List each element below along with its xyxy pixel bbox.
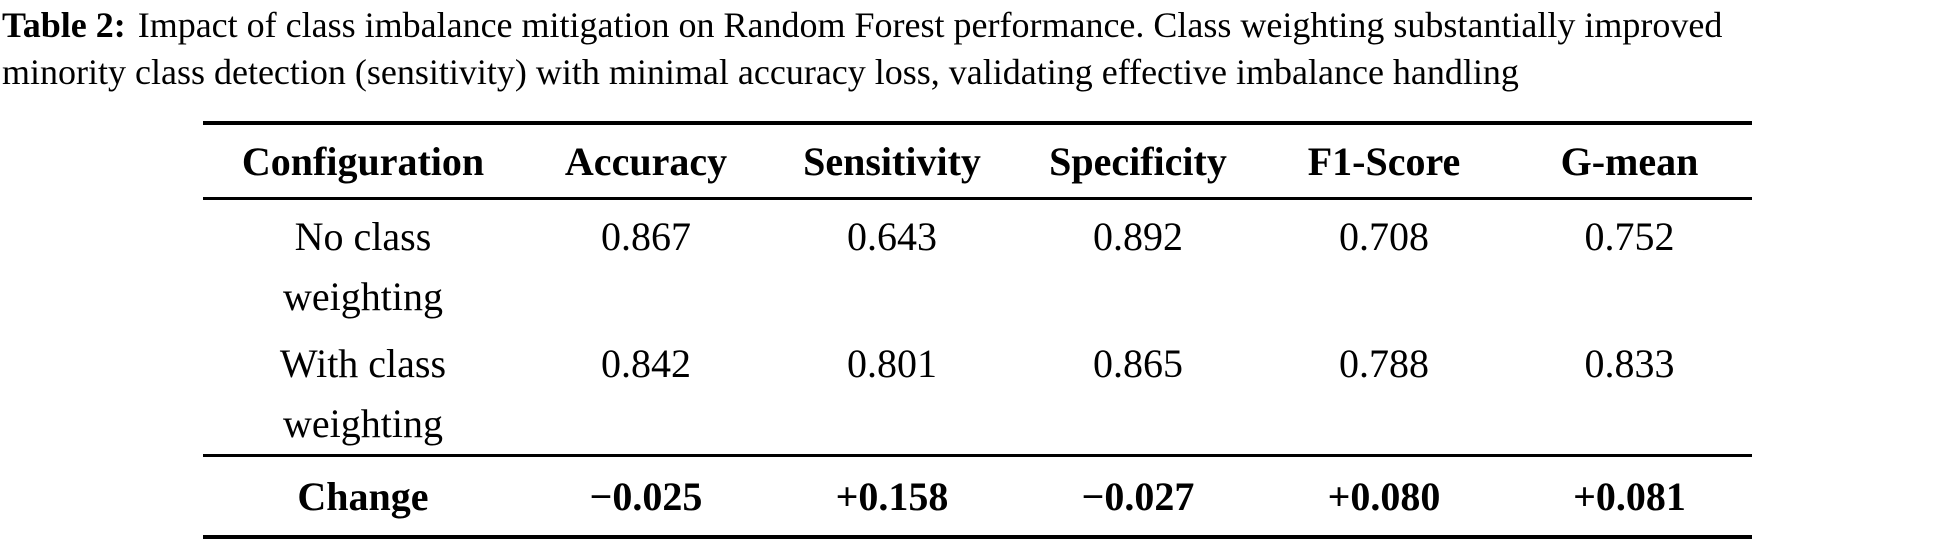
config-cell: With class weighting <box>203 327 523 456</box>
caption-text-line-1: Impact of class imbalance mitigation on … <box>137 5 1723 45</box>
change-cell-accuracy: −0.025 <box>523 454 769 537</box>
config-cell: No class weighting <box>203 199 523 328</box>
value-cell-f1-score: 0.788 <box>1339 341 1429 386</box>
caption-line-2: minority class detection (sensitivity) w… <box>2 49 1722 96</box>
caption-table-label: Table 2: <box>2 5 126 45</box>
value-cell-accuracy: 0.867 <box>601 214 691 259</box>
change-label: Change <box>203 454 523 537</box>
column-header-specificity: Specificity <box>1015 123 1261 200</box>
table-row-with-class-weighting: With class weighting 0.842 0.801 0.865 0… <box>203 327 1752 456</box>
column-header-f1-score: F1-Score <box>1261 123 1507 200</box>
value-cell-g-mean: 0.752 <box>1584 214 1675 259</box>
caption-text-line-2: minority class detection (sensitivity) w… <box>2 52 1519 92</box>
results-table: Configuration Accuracy Sensitivity Speci… <box>203 121 1752 539</box>
column-header-sensitivity: Sensitivity <box>769 123 1015 200</box>
table-row-no-class-weighting: No class weighting 0.867 0.643 0.892 0.7… <box>203 199 1752 328</box>
change-cell-specificity: −0.027 <box>1015 454 1261 537</box>
change-cell-sensitivity: +0.158 <box>769 454 1015 537</box>
config-label: With class weighting <box>279 341 447 446</box>
value-cell-g-mean: 0.833 <box>1584 341 1675 386</box>
table-caption: Table 2: Impact of class imbalance mitiga… <box>2 2 1722 96</box>
column-header-accuracy: Accuracy <box>523 123 769 200</box>
change-cell-f1-score: +0.080 <box>1261 454 1507 537</box>
header-row: Configuration Accuracy Sensitivity Speci… <box>203 123 1752 200</box>
config-label: No class weighting <box>283 214 443 319</box>
value-cell-sensitivity: 0.643 <box>847 214 937 259</box>
value-cell-accuracy: 0.842 <box>601 341 691 386</box>
column-header-g-mean: G-mean <box>1507 123 1752 200</box>
value-cell-f1-score: 0.708 <box>1339 214 1429 259</box>
value-cell-sensitivity: 0.801 <box>847 341 937 386</box>
value-cell-specificity: 0.892 <box>1093 214 1183 259</box>
change-cell-g-mean: +0.081 <box>1507 454 1752 537</box>
column-header-configuration: Configuration <box>203 123 523 200</box>
table-row-change: Change −0.025 +0.158 −0.027 +0.080 +0.08… <box>203 454 1752 537</box>
caption-line-1: Table 2: Impact of class imbalance mitiga… <box>2 2 1722 49</box>
value-cell-specificity: 0.865 <box>1093 341 1183 386</box>
